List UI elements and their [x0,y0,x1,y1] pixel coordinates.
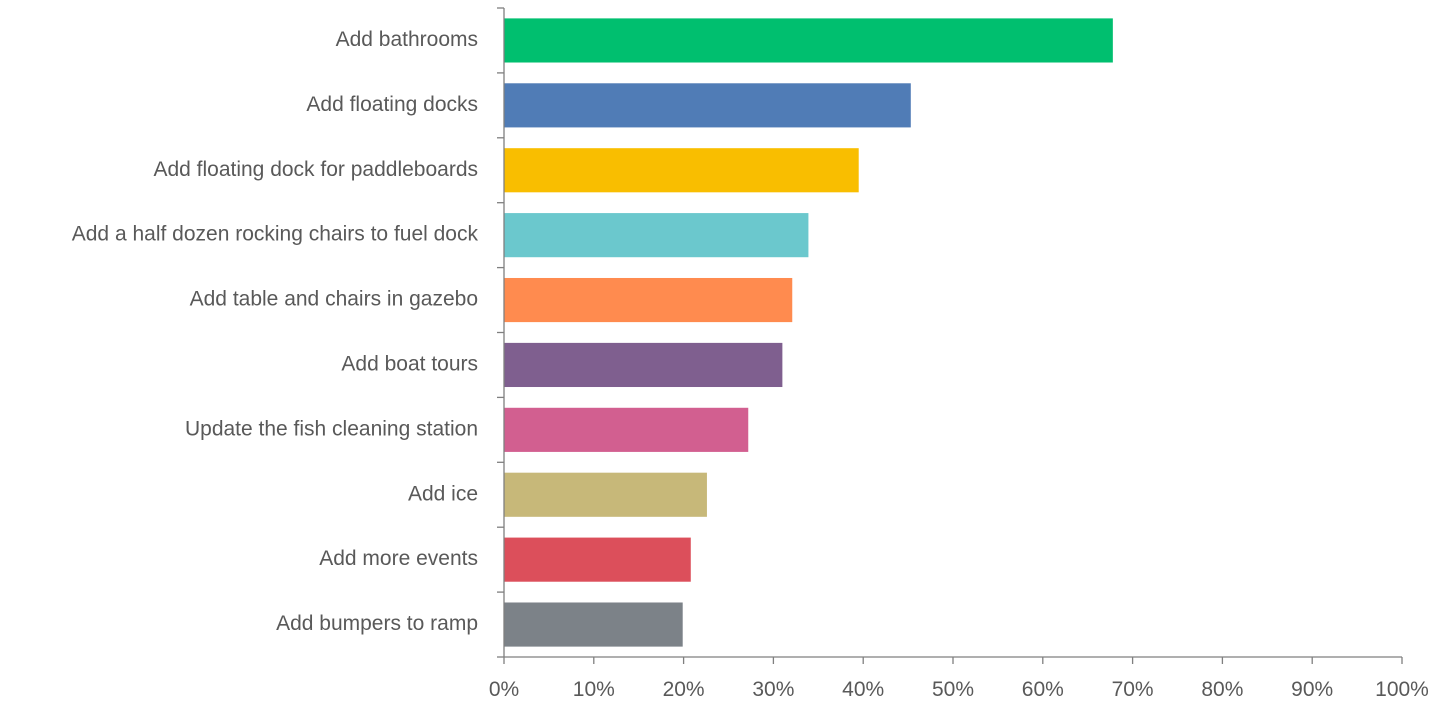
category-label: Add floating docks [306,93,478,116]
category-label: Add a half dozen rocking chairs to fuel … [72,223,479,246]
x-tick-label: 50% [932,678,974,701]
x-tick-label: 60% [1022,678,1064,701]
category-label: Add ice [408,482,478,505]
bar-update-the-fish-cleaning-station [504,407,749,452]
x-tick-label: 20% [663,678,705,701]
x-tick-label: 100% [1375,678,1429,701]
bar-add-table-and-chairs-in-gazebo [504,277,793,323]
x-tick-label: 80% [1201,678,1243,701]
bar-add-floating-docks [504,83,911,128]
x-tick-label: 0% [489,678,519,701]
bars-layer [504,18,1113,647]
bar-add-floating-dock-for-paddleboards [504,148,859,193]
x-tick-label: 10% [573,678,615,701]
bar-add-bumpers-to-ramp [504,602,683,647]
bar-add-more-events [504,537,691,582]
category-label: Add table and chairs in gazebo [190,288,478,311]
bar-add-a-half-dozen-rocking-chairs-to-fuel-dock [504,213,809,258]
bar-add-boat-tours [504,342,783,388]
category-label: Add more events [319,547,478,570]
category-label: Add bumpers to ramp [276,612,478,635]
x-tick-label: 40% [842,678,884,701]
category-labels: Add bathrooms Add floating docks Add float… [72,28,479,635]
x-tick-label: 30% [752,678,794,701]
category-label: Add bathrooms [336,28,478,51]
category-label: Add floating dock for paddleboards [153,158,478,181]
x-tick-label: 90% [1291,678,1333,701]
x-tick-label: 70% [1112,678,1154,701]
bar-add-bathrooms [504,18,1113,63]
x-axis-ticks: 0% 10% 20% 30% 40% 50% 60% 70% 80% 90% 100% [489,657,1429,701]
bar-add-ice [504,472,707,517]
category-label: Update the fish cleaning station [185,417,478,440]
category-label: Add boat tours [341,352,478,375]
